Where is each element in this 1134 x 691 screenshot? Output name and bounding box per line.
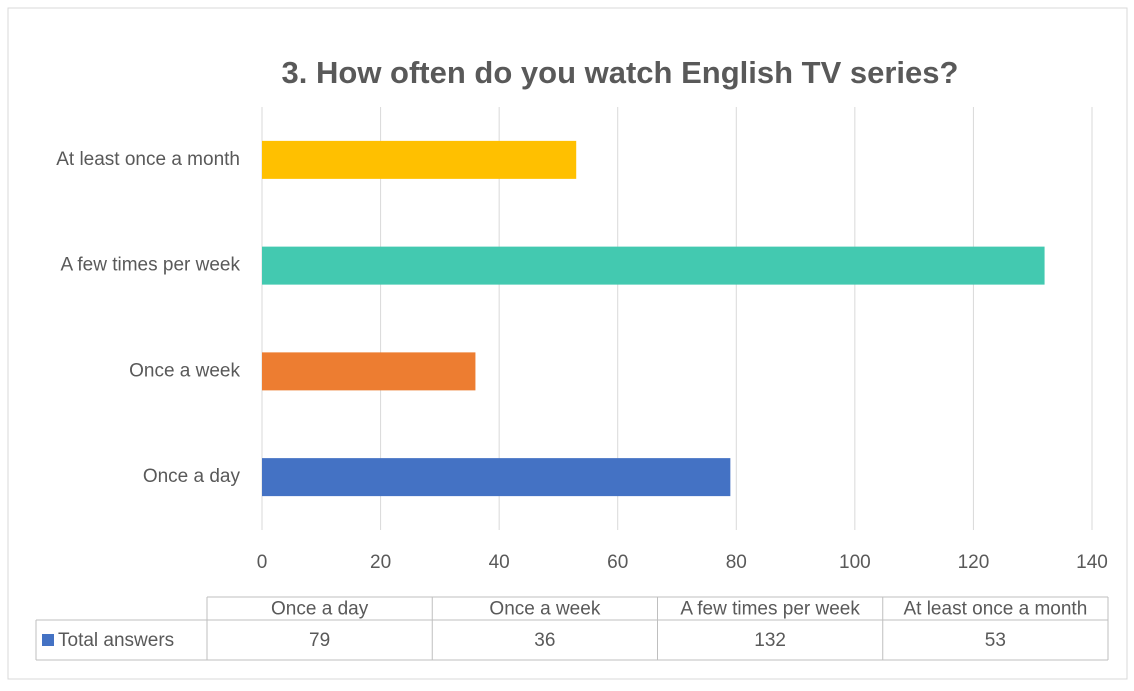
bar [262,458,731,497]
x-tick-label: 80 [726,552,747,573]
bar [262,352,476,391]
table-value: 79 [309,630,330,651]
y-tick-label: At least once a month [56,149,240,170]
x-tick-label: 100 [839,552,871,573]
x-tick-label: 120 [958,552,990,573]
chart-title: 3. How often do you watch English TV ser… [282,55,959,90]
bar [262,246,1045,285]
chart-border [7,7,1128,680]
table-header: Once a week [489,599,600,620]
bar [262,140,577,179]
x-tick-label: 20 [370,552,391,573]
legend-label: Total answers [58,630,174,651]
table-header: At least once a month [903,599,1087,620]
x-tick-label: 60 [607,552,628,573]
table-value: 53 [985,630,1006,651]
x-tick-label: 0 [257,552,268,573]
table-value: 36 [534,630,555,651]
table-header: A few times per week [680,599,860,620]
legend-key [42,634,54,646]
y-tick-label: Once a week [129,360,240,381]
table-header: Once a day [271,599,369,620]
x-tick-label: 40 [489,552,510,573]
y-tick-label: A few times per week [60,255,240,276]
table-value: 132 [754,630,786,651]
y-tick-label: Once a day [143,466,241,487]
x-tick-label: 140 [1076,552,1108,573]
